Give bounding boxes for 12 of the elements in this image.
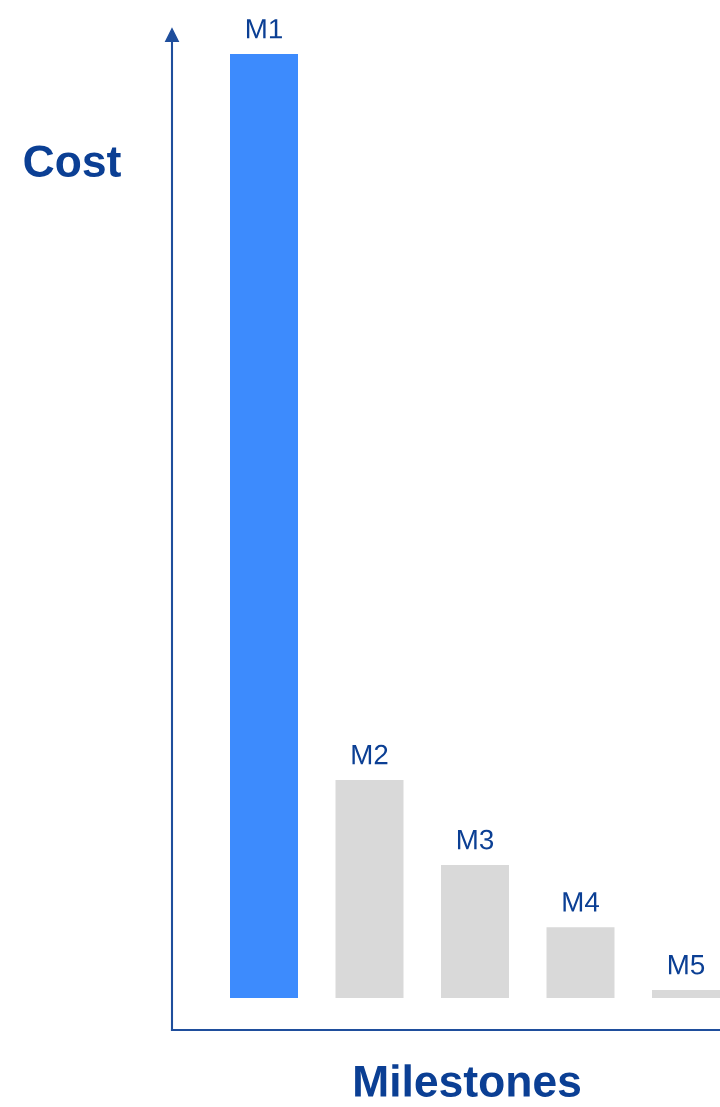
bar [230,54,298,998]
x-axis-title: Milestones [355,1064,581,1097]
x-tick-label: M3 [457,829,494,850]
y-axis-title: Cost [24,145,121,177]
bar [335,779,404,998]
bar [441,864,509,998]
x-tick-label: M2 [352,744,388,765]
bar [546,927,615,998]
x-tick-label: M1 [246,19,282,39]
x-tick-label: M5 [668,955,705,975]
x-tick-label: M4 [563,892,599,912]
bar [652,989,720,998]
